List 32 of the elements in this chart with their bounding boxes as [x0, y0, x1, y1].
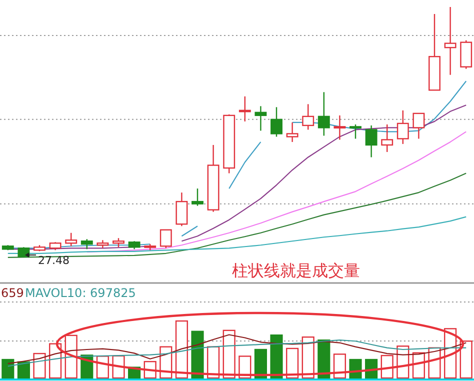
bar: [175, 320, 188, 379]
candlestick: [80, 238, 93, 250]
candlestick: [365, 124, 378, 158]
annotation: 27.48: [38, 254, 70, 267]
text: 659: [1, 286, 24, 300]
candlestick: [318, 92, 330, 136]
bar: [238, 356, 252, 379]
candlestick: [334, 114, 346, 140]
bar: [2, 358, 14, 379]
bar: [333, 354, 346, 379]
bar: [17, 361, 30, 379]
bar: [286, 348, 299, 379]
bar: [207, 346, 220, 379]
candlestick: [270, 106, 282, 138]
candlestick: [381, 124, 394, 153]
candlestick: [412, 112, 425, 140]
candlestick: [444, 6, 456, 76]
bar: [270, 334, 283, 379]
text: 柱状线就是成交量: [232, 261, 360, 280]
bar: [254, 348, 267, 379]
candlestick: [396, 110, 409, 145]
candlestick: [176, 192, 188, 227]
candlestick: [286, 122, 298, 143]
candlestick: [112, 238, 124, 248]
candlestick: [192, 188, 204, 206]
candlestick: [350, 124, 362, 140]
candlestick: [302, 104, 314, 130]
candlestick: [65, 232, 78, 247]
candlestick: [160, 229, 172, 249]
candlestick: [254, 106, 267, 132]
text: MAVOL10: 697825: [25, 286, 136, 300]
bar: [460, 340, 472, 379]
